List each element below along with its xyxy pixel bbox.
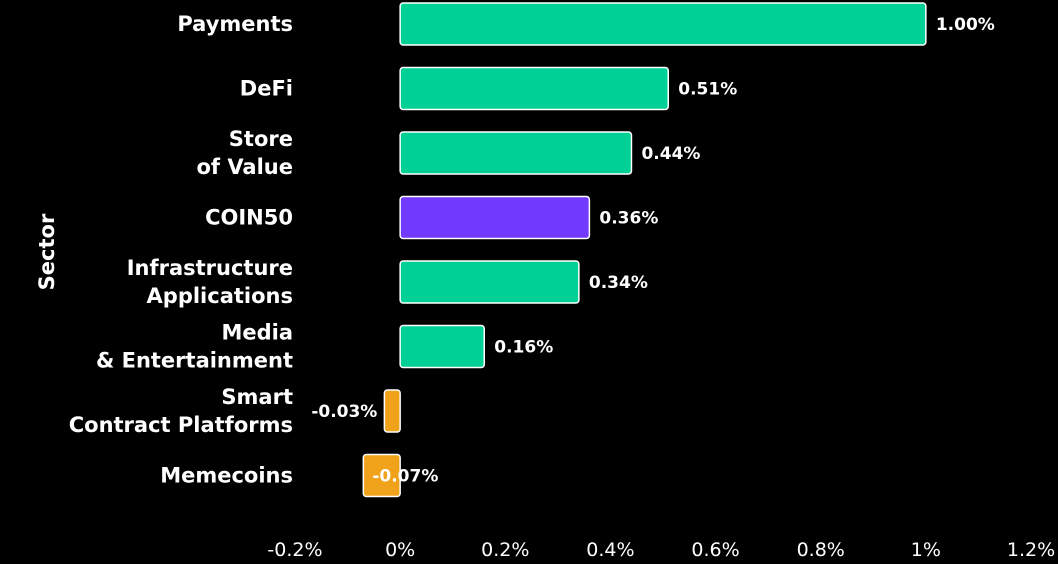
bar-payments bbox=[399, 2, 927, 46]
bar-memecoins bbox=[362, 453, 401, 498]
bar-infrastructure-applications bbox=[399, 260, 580, 304]
y-axis-title: Sector bbox=[35, 213, 59, 290]
x-tick-label: 0.8% bbox=[797, 539, 845, 561]
x-tick-label: 1.2% bbox=[1007, 539, 1055, 561]
value-label: 1.00% bbox=[936, 15, 995, 35]
x-tick-label: 0.4% bbox=[586, 539, 634, 561]
x-axis-ticks-group: -0.2% 0% 0.2% 0.4% 0.6% 0.8% 1% 1.2% bbox=[267, 539, 1055, 561]
x-tick-label: 1% bbox=[911, 539, 941, 561]
bar-defi bbox=[399, 66, 670, 111]
value-label: 0.34% bbox=[589, 273, 648, 293]
category-label: Infrastructure Applications bbox=[127, 256, 293, 308]
category-label: Smart Contract Platforms bbox=[69, 385, 293, 437]
category-label: Store of Value bbox=[196, 127, 293, 179]
bar-media-entertainment bbox=[399, 324, 486, 369]
x-tick-label: 0.2% bbox=[481, 539, 529, 561]
value-label: 0.44% bbox=[641, 144, 700, 164]
bars-group bbox=[362, 2, 927, 498]
value-label: 0.16% bbox=[494, 338, 553, 358]
value-label: -0.07% bbox=[372, 467, 438, 487]
category-labels-group: Payments DeFi Store of Value COIN50 Infrastru… bbox=[69, 12, 293, 488]
value-labels-group: 1.00% 0.51% 0.44% 0.36% 0.34% 0.16% -0.03% -0.0… bbox=[311, 15, 995, 487]
bar-store-of-value bbox=[399, 131, 633, 175]
value-label: 0.36% bbox=[599, 209, 658, 229]
x-tick-label: 0.6% bbox=[691, 539, 739, 561]
category-label: Memecoins bbox=[160, 464, 293, 488]
category-label: Media & Entertainment bbox=[96, 321, 293, 373]
bar-smart-contract-platforms bbox=[383, 389, 401, 433]
category-label: COIN50 bbox=[205, 206, 293, 230]
value-label: 0.51% bbox=[678, 80, 737, 100]
x-tick-label: 0% bbox=[385, 539, 415, 561]
x-tick-label: -0.2% bbox=[267, 539, 322, 561]
category-label: DeFi bbox=[240, 77, 293, 101]
value-label: -0.03% bbox=[311, 402, 377, 422]
bar-coin50 bbox=[399, 195, 591, 240]
category-label: Payments bbox=[177, 12, 293, 36]
